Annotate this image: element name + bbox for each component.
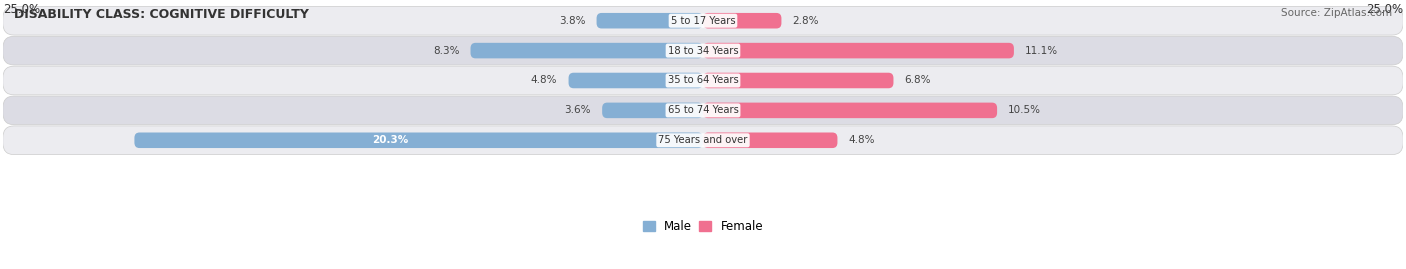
Text: 5 to 17 Years: 5 to 17 Years	[671, 16, 735, 26]
Text: 10.5%: 10.5%	[1008, 105, 1042, 115]
Text: 25.0%: 25.0%	[3, 3, 39, 16]
FancyBboxPatch shape	[703, 43, 1014, 58]
FancyBboxPatch shape	[3, 96, 1403, 125]
FancyBboxPatch shape	[703, 102, 997, 118]
Text: 65 to 74 Years: 65 to 74 Years	[668, 105, 738, 115]
Text: DISABILITY CLASS: COGNITIVE DIFFICULTY: DISABILITY CLASS: COGNITIVE DIFFICULTY	[14, 8, 309, 21]
Text: Source: ZipAtlas.com: Source: ZipAtlas.com	[1281, 8, 1392, 18]
Text: 3.8%: 3.8%	[558, 16, 585, 26]
Legend: Male, Female: Male, Female	[638, 215, 768, 238]
FancyBboxPatch shape	[596, 13, 703, 29]
Text: 8.3%: 8.3%	[433, 46, 460, 56]
FancyBboxPatch shape	[471, 43, 703, 58]
Text: 35 to 64 Years: 35 to 64 Years	[668, 76, 738, 86]
Text: 25.0%: 25.0%	[1367, 3, 1403, 16]
FancyBboxPatch shape	[3, 6, 1403, 35]
Text: 18 to 34 Years: 18 to 34 Years	[668, 46, 738, 56]
Text: 4.8%: 4.8%	[531, 76, 557, 86]
FancyBboxPatch shape	[602, 102, 703, 118]
Text: 75 Years and over: 75 Years and over	[658, 135, 748, 145]
FancyBboxPatch shape	[703, 73, 893, 88]
Text: 11.1%: 11.1%	[1025, 46, 1059, 56]
FancyBboxPatch shape	[568, 73, 703, 88]
FancyBboxPatch shape	[135, 133, 703, 148]
FancyBboxPatch shape	[3, 66, 1403, 95]
Text: 20.3%: 20.3%	[373, 135, 408, 145]
Text: 3.6%: 3.6%	[564, 105, 591, 115]
Text: 2.8%: 2.8%	[793, 16, 820, 26]
Text: 4.8%: 4.8%	[849, 135, 875, 145]
FancyBboxPatch shape	[703, 133, 838, 148]
FancyBboxPatch shape	[3, 126, 1403, 155]
FancyBboxPatch shape	[3, 36, 1403, 65]
FancyBboxPatch shape	[703, 13, 782, 29]
Text: 6.8%: 6.8%	[904, 76, 931, 86]
